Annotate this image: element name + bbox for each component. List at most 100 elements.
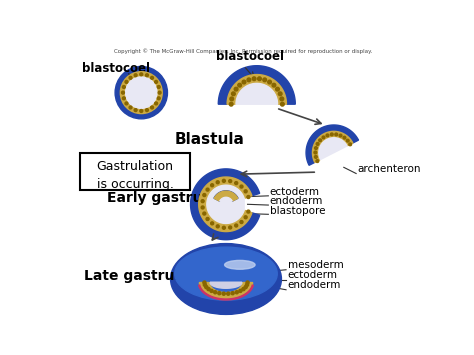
- Circle shape: [151, 106, 154, 109]
- Circle shape: [235, 182, 237, 185]
- Polygon shape: [319, 138, 347, 159]
- Polygon shape: [219, 66, 295, 104]
- Circle shape: [240, 220, 243, 224]
- Circle shape: [210, 222, 214, 225]
- Circle shape: [216, 225, 219, 228]
- Circle shape: [244, 216, 247, 219]
- Circle shape: [319, 139, 321, 142]
- Circle shape: [222, 179, 225, 182]
- Circle shape: [235, 291, 238, 294]
- Circle shape: [316, 143, 319, 145]
- Polygon shape: [210, 283, 242, 288]
- Circle shape: [235, 224, 237, 227]
- Circle shape: [242, 80, 246, 84]
- Text: Blastula: Blastula: [174, 132, 244, 147]
- Circle shape: [268, 80, 272, 84]
- Circle shape: [346, 139, 349, 142]
- Ellipse shape: [171, 244, 282, 315]
- Circle shape: [276, 87, 279, 91]
- Circle shape: [222, 226, 225, 229]
- Circle shape: [230, 97, 234, 101]
- Text: blastopore: blastopore: [270, 206, 325, 215]
- Circle shape: [339, 134, 342, 137]
- Circle shape: [158, 91, 161, 94]
- Circle shape: [201, 200, 204, 203]
- Circle shape: [246, 283, 249, 286]
- Circle shape: [239, 289, 242, 293]
- Circle shape: [238, 83, 241, 87]
- Circle shape: [203, 212, 206, 215]
- Circle shape: [126, 77, 157, 108]
- Circle shape: [146, 109, 148, 111]
- Polygon shape: [214, 191, 238, 201]
- Circle shape: [214, 291, 217, 294]
- Text: archenteron: archenteron: [358, 164, 421, 174]
- Circle shape: [330, 133, 333, 136]
- Circle shape: [326, 134, 329, 137]
- Circle shape: [218, 292, 221, 295]
- Text: ectoderm: ectoderm: [288, 270, 337, 280]
- Circle shape: [229, 102, 233, 106]
- Polygon shape: [191, 169, 260, 240]
- Polygon shape: [214, 191, 238, 201]
- Circle shape: [234, 87, 238, 91]
- Circle shape: [129, 76, 132, 79]
- Circle shape: [206, 188, 209, 191]
- Circle shape: [210, 289, 213, 293]
- Circle shape: [316, 160, 319, 163]
- Polygon shape: [207, 185, 244, 223]
- Circle shape: [203, 283, 207, 286]
- Circle shape: [203, 193, 206, 197]
- Circle shape: [216, 181, 219, 184]
- Circle shape: [222, 292, 225, 295]
- Circle shape: [205, 285, 208, 289]
- Circle shape: [242, 288, 245, 291]
- Circle shape: [246, 281, 249, 284]
- Circle shape: [280, 97, 283, 101]
- Circle shape: [227, 292, 230, 295]
- Circle shape: [281, 102, 284, 106]
- Circle shape: [343, 136, 346, 139]
- Circle shape: [240, 185, 243, 188]
- Circle shape: [157, 86, 160, 88]
- Circle shape: [322, 136, 325, 139]
- Circle shape: [252, 77, 256, 81]
- Circle shape: [247, 196, 250, 198]
- Circle shape: [122, 86, 125, 88]
- Text: endoderm: endoderm: [270, 196, 323, 206]
- Circle shape: [140, 73, 143, 76]
- Circle shape: [125, 102, 128, 105]
- Ellipse shape: [175, 247, 277, 300]
- Circle shape: [244, 285, 247, 289]
- Polygon shape: [312, 131, 353, 162]
- Text: blastocoel: blastocoel: [216, 50, 284, 62]
- Ellipse shape: [225, 261, 255, 269]
- Polygon shape: [199, 285, 253, 300]
- Text: blastocoel: blastocoel: [82, 62, 150, 75]
- Text: Gastrulation
is occurring.: Gastrulation is occurring.: [97, 159, 173, 191]
- Text: ectoderm: ectoderm: [270, 187, 320, 197]
- Circle shape: [129, 106, 132, 109]
- Circle shape: [155, 81, 157, 83]
- Text: mesoderm: mesoderm: [288, 260, 343, 270]
- Circle shape: [201, 206, 204, 209]
- Circle shape: [315, 147, 317, 149]
- Circle shape: [247, 210, 250, 213]
- Circle shape: [122, 97, 125, 100]
- Text: endoderm: endoderm: [288, 280, 341, 290]
- Circle shape: [155, 102, 157, 105]
- Text: Copyright © The McGraw-Hill Companies, Inc. Permission required for reproduction: Copyright © The McGraw-Hill Companies, I…: [114, 49, 372, 54]
- Circle shape: [121, 91, 124, 94]
- Circle shape: [146, 74, 148, 77]
- Polygon shape: [200, 283, 253, 299]
- Text: Late gastrula: Late gastrula: [83, 269, 188, 283]
- Circle shape: [335, 133, 337, 136]
- Circle shape: [349, 143, 352, 146]
- Polygon shape: [306, 125, 358, 165]
- Circle shape: [120, 72, 162, 114]
- Circle shape: [231, 292, 234, 295]
- Circle shape: [157, 97, 160, 100]
- Circle shape: [257, 77, 261, 81]
- Circle shape: [207, 288, 210, 291]
- Polygon shape: [236, 83, 278, 104]
